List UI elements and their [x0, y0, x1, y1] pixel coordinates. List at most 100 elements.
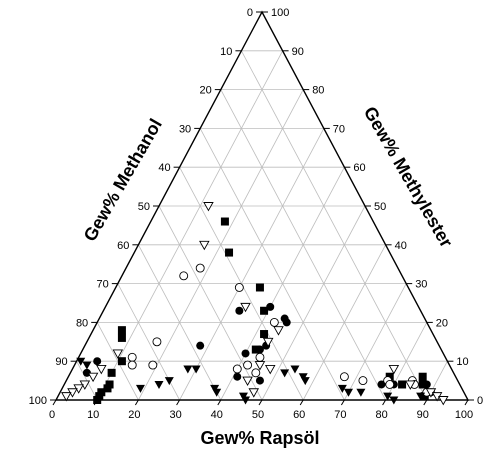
data-point-filled-square [418, 380, 427, 389]
data-point-open-circle [269, 317, 279, 327]
data-point-filled-circle [266, 302, 275, 311]
data-point-filled-triangle-down [135, 384, 145, 393]
tick-mark [299, 399, 304, 406]
data-point-open-triangle-down [438, 396, 449, 406]
tick-label: 30 [169, 409, 181, 421]
data-point-open-circle [179, 271, 189, 281]
data-point-filled-square [93, 396, 102, 404]
data-point-open-triangle-down [248, 388, 260, 398]
data-point-filled-circle [235, 306, 244, 315]
data-point-filled-triangle-down [241, 396, 251, 405]
grid-line-methanol [241, 50, 428, 401]
data-point-open-circle [232, 364, 242, 374]
data-point-filled-circle [233, 372, 242, 381]
data-point-filled-triangle-down [164, 377, 174, 386]
bottom-axis-title: Gew% Rapsöl [200, 428, 319, 448]
data-point-filled-square [255, 283, 264, 292]
data-point-filled-square [220, 217, 229, 226]
tick-mark [382, 399, 387, 406]
tick-label: 0 [477, 395, 483, 407]
tick-label: 30 [179, 123, 191, 135]
data-point-filled-triangle-down [280, 369, 290, 378]
tick-label: 80 [375, 409, 387, 421]
data-point-filled-circle [196, 341, 205, 350]
tick-label: 70 [97, 279, 109, 291]
data-point-filled-circle [282, 318, 291, 327]
tick-label: 100 [29, 395, 47, 407]
tick-label: 40 [211, 409, 223, 421]
data-point-filled-circle [377, 380, 386, 389]
tick-label: 100 [271, 7, 289, 19]
data-point-open-triangle-down [96, 365, 107, 375]
data-point-open-triangle-down [388, 365, 400, 375]
data-point-open-circle [339, 372, 349, 382]
tick-label: 10 [456, 356, 468, 368]
tick-mark [134, 399, 139, 406]
tick-label: 40 [395, 240, 407, 252]
tick-label: 20 [436, 317, 448, 329]
data-point-open-circle [255, 352, 265, 362]
tick-label: 60 [353, 162, 365, 174]
data-point-filled-triangle-down [82, 361, 92, 370]
data-point-filled-triangle-down [183, 365, 193, 374]
data-point-filled-square [260, 306, 269, 315]
grid-line-rapsoel [302, 244, 386, 401]
data-point-filled-square [107, 368, 116, 377]
tick-label: 60 [293, 409, 305, 421]
data-point-open-circle [127, 360, 137, 370]
data-point-filled-circle [93, 357, 102, 366]
data-point-open-circle [127, 352, 137, 362]
tick-label: 50 [138, 201, 150, 213]
data-point-filled-triangle-down [389, 396, 399, 405]
data-point-filled-triangle-down [76, 357, 86, 366]
tick-label: 10 [220, 46, 232, 58]
tick-mark [464, 399, 469, 406]
data-point-open-triangle-down [273, 326, 284, 336]
right-axis-title: Gew% Methylester [360, 103, 457, 251]
data-point-open-circle [234, 283, 244, 292]
data-point-filled-circle [82, 368, 91, 377]
tick-label: 90 [292, 46, 304, 58]
grid-line-methanol [96, 322, 139, 401]
data-point-filled-square [117, 333, 126, 342]
tick-label: 70 [333, 123, 345, 135]
data-point-open-circle [152, 337, 162, 347]
tick-label: 50 [374, 201, 386, 213]
data-point-filled-square [260, 330, 269, 339]
tick-label: 90 [55, 356, 67, 368]
tick-label: 100 [455, 409, 473, 421]
tick-mark [217, 399, 222, 406]
data-point-filled-square [418, 372, 427, 381]
data-point-open-triangle-down [254, 361, 266, 371]
data-point-filled-triangle-down [337, 384, 347, 393]
grid-line-rapsoel [261, 205, 366, 401]
data-point-open-circle [251, 368, 261, 378]
data-point-filled-triangle-down [383, 392, 393, 401]
data-point-filled-triangle-down [154, 380, 164, 389]
tick-label: 60 [117, 240, 129, 252]
data-point-open-triangle-down [242, 376, 253, 387]
grid-line-rapsoel [344, 283, 407, 401]
data-point-filled-circle [241, 349, 250, 358]
grid-line-rapsoel [96, 50, 283, 401]
tick-label: 30 [415, 279, 427, 291]
data-points [61, 202, 449, 406]
tick-label: 10 [87, 409, 99, 421]
grid-line-methanol [138, 244, 222, 401]
tick-label: 40 [158, 162, 170, 174]
data-point-open-triangle-down [61, 392, 72, 402]
data-point-filled-triangle-down [191, 365, 201, 374]
tick-mark [423, 399, 428, 406]
data-point-filled-triangle-down [212, 388, 222, 397]
tick-mark [258, 399, 263, 406]
tick-mark [340, 399, 345, 406]
tick-label: 70 [334, 409, 346, 421]
tick-label: 80 [76, 317, 88, 329]
data-point-filled-square [117, 357, 126, 366]
tick-label: 80 [312, 85, 324, 97]
data-point-open-triangle-down [112, 349, 124, 359]
tick-mark [176, 399, 181, 406]
data-point-filled-triangle-down [356, 388, 366, 397]
tick-label: 50 [252, 409, 264, 421]
